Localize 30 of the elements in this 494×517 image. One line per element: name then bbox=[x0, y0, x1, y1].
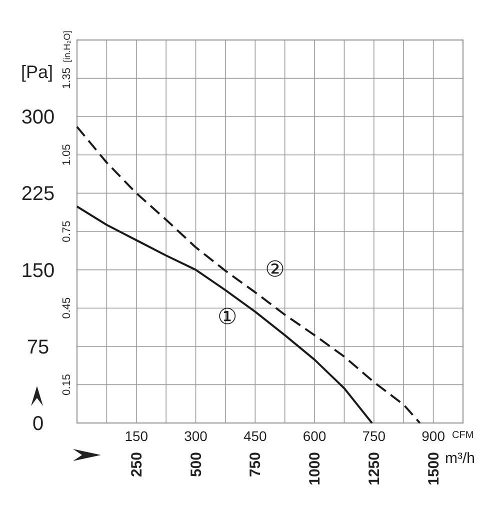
y-tick-label: 225 bbox=[21, 183, 55, 206]
x2-tick-label: 1250 bbox=[366, 452, 383, 486]
x2-axis-title: m³/h bbox=[445, 450, 475, 467]
y-tick-label: 75 bbox=[26, 336, 50, 358]
y2-tick-label: 0.75 bbox=[61, 220, 73, 242]
y-tick-label: 150 bbox=[21, 260, 55, 282]
y-tick-label: 0 bbox=[32, 413, 44, 435]
x-tick-label: 150 bbox=[124, 428, 148, 444]
x2-tick-label: 1500 bbox=[425, 452, 442, 486]
x-tick-label: 450 bbox=[243, 428, 268, 444]
series-label: ① bbox=[217, 305, 238, 330]
x-tick-label: 600 bbox=[302, 428, 326, 444]
x-tick-label: 750 bbox=[362, 428, 386, 444]
y-axis-title: [Pa] bbox=[20, 62, 54, 82]
y2-tick-label: 1.35 bbox=[61, 68, 73, 90]
y2-tick-label: 0.45 bbox=[61, 297, 73, 319]
y2-tick-label: 1.05 bbox=[61, 144, 73, 166]
line-series bbox=[76, 205, 373, 424]
y2-tick-label: 0.15 bbox=[61, 374, 73, 396]
x-axis-title: CFM bbox=[452, 430, 474, 441]
x2-tick-label: 500 bbox=[188, 452, 205, 478]
x-tick-label: 900 bbox=[422, 428, 446, 444]
x2-tick-label: 750 bbox=[247, 452, 264, 478]
y-tick-label: 300 bbox=[21, 106, 55, 129]
x-tick-label: 300 bbox=[184, 428, 208, 444]
series-label: ② bbox=[265, 257, 285, 282]
x2-tick-label: 250 bbox=[128, 452, 146, 478]
x2-tick-label: 1000 bbox=[306, 452, 324, 486]
y2-axis-title: [in.H₂O] bbox=[62, 30, 72, 62]
line-series bbox=[76, 126, 421, 424]
